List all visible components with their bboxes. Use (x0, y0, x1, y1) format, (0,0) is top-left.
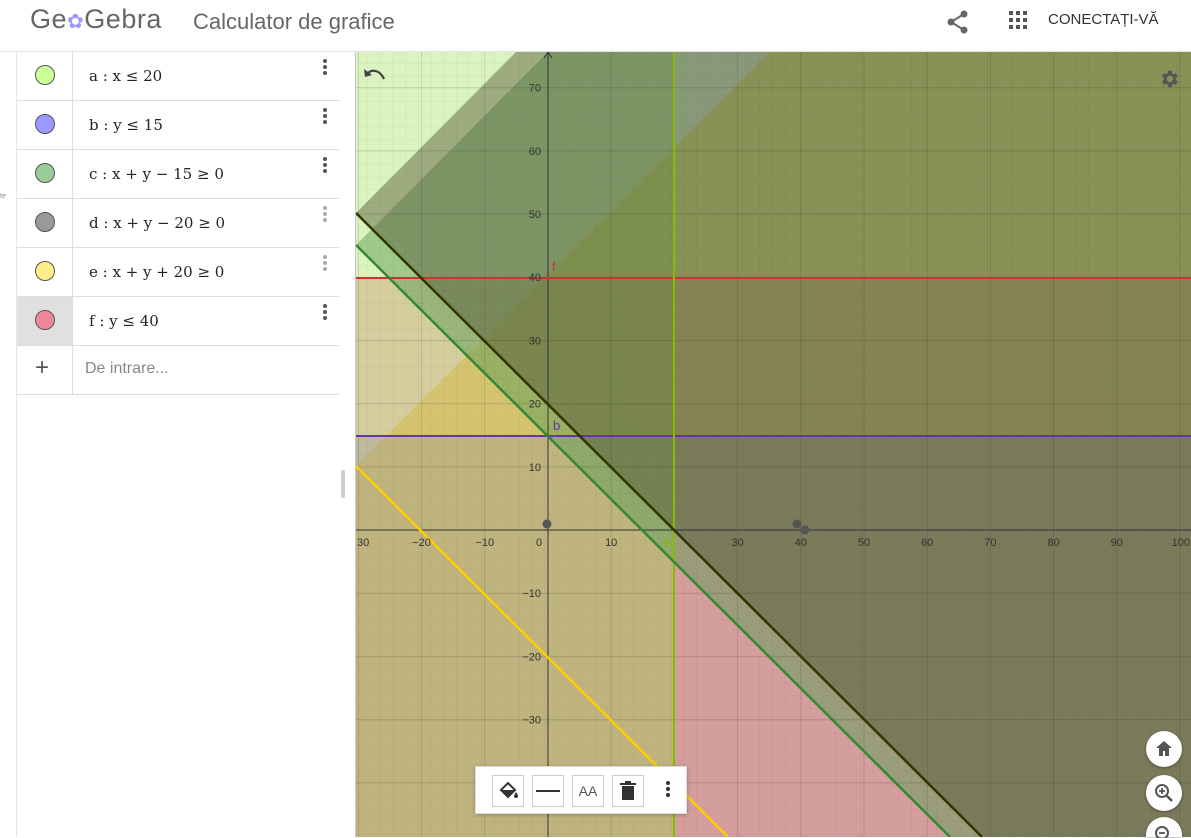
point[interactable] (800, 525, 810, 535)
x-tick-label: −20 (412, 537, 431, 549)
label-a: a (663, 534, 671, 549)
add-icon[interactable]: + (35, 354, 50, 381)
point[interactable] (792, 519, 802, 529)
app-header: Ge✿Gebra Calculator de grafice CONECTAȚI… (0, 0, 1191, 52)
trash-icon (620, 781, 636, 800)
app-title: Calculator de grafice (193, 9, 395, 34)
strip-text: te (0, 193, 6, 200)
y-tick-label: 70 (529, 83, 541, 95)
zoom-in-icon (1155, 784, 1173, 802)
y-tick-label: 50 (529, 209, 541, 221)
item-menu-icon[interactable] (315, 205, 335, 227)
algebra-input[interactable]: De intrare... (85, 360, 169, 377)
x-tick-label: 30 (731, 537, 743, 549)
x-tick-label: 30 (357, 537, 369, 549)
x-tick-label: 0 (536, 537, 542, 549)
apps-grid-icon[interactable] (1006, 8, 1030, 32)
algebra-item-b[interactable]: b : y ≤ 15 (17, 101, 339, 150)
style-toolbar: AA (475, 766, 687, 814)
home-icon (1156, 741, 1172, 756)
zoom-out-icon (1155, 826, 1169, 838)
visibility-toggle-c[interactable] (35, 163, 55, 183)
y-tick-label: 10 (529, 462, 541, 474)
algebra-expression[interactable]: a : x ≤ 20 (89, 67, 163, 85)
visibility-toggle-d[interactable] (35, 212, 55, 232)
point[interactable] (542, 519, 552, 529)
x-tick-label: −10 (475, 537, 494, 549)
label-b: b (553, 418, 560, 433)
y-tick-label: 40 (529, 272, 541, 284)
algebra-item-d[interactable]: d : x + y − 20 ≥ 0 (17, 199, 339, 248)
more-options-icon[interactable] (660, 780, 676, 802)
algebra-expression[interactable]: f : y ≤ 40 (89, 312, 159, 330)
share-icon[interactable] (944, 8, 972, 36)
algebra-expression[interactable]: b : y ≤ 15 (89, 116, 163, 134)
x-tick-label: 60 (921, 537, 933, 549)
label-f: f (552, 259, 556, 274)
home-button[interactable] (1146, 731, 1182, 767)
algebra-view: a : x ≤ 20 b : y ≤ 15 c : x + y − 15 ≥ 0… (17, 52, 339, 837)
y-tick-labels: 70 60 50 40 30 20 10 −10 −20 −30 (522, 83, 541, 727)
item-menu-icon[interactable] (315, 107, 335, 129)
x-tick-label: 50 (858, 537, 870, 549)
item-menu-icon[interactable] (315, 58, 335, 80)
x-tick-label: 80 (1047, 537, 1059, 549)
x-tick-label: 40 (795, 537, 807, 549)
algebra-input-row[interactable]: + De intrare... (17, 346, 339, 395)
geogebra-logo[interactable]: Ge✿Gebra (30, 4, 162, 34)
login-button[interactable]: CONECTAȚI-VĂ (1048, 11, 1159, 28)
item-menu-icon[interactable] (315, 156, 335, 178)
algebra-item-e[interactable]: e : x + y + 20 ≥ 0 (17, 248, 339, 297)
visibility-toggle-a[interactable] (35, 65, 55, 85)
logo-flower-icon: ✿ (67, 11, 85, 33)
algebra-item-a[interactable]: a : x ≤ 20 (17, 52, 339, 101)
left-strip: te (0, 52, 17, 837)
x-tick-label: 90 (1111, 537, 1123, 549)
graphics-view[interactable]: 30 −20 −10 0 10 30 40 50 60 70 80 90 100 70 60 50 40 30 2… (355, 52, 1191, 837)
algebra-expression[interactable]: d : x + y − 20 ≥ 0 (89, 214, 226, 232)
fill-color-button[interactable] (492, 775, 524, 807)
graph-canvas[interactable]: 30 −20 −10 0 10 30 40 50 60 70 80 90 100 70 60 50 40 30 2… (356, 52, 1191, 837)
x-tick-label: 10 (605, 537, 617, 549)
algebra-expression[interactable]: e : x + y + 20 ≥ 0 (89, 263, 225, 281)
x-tick-label: 100 (1172, 537, 1190, 549)
x-tick-labels: 30 −20 −10 0 10 30 40 50 60 70 80 90 100 (357, 537, 1190, 549)
item-menu-icon[interactable] (315, 303, 335, 325)
gear-icon[interactable] (1158, 68, 1180, 90)
text-style-button[interactable]: AA (572, 775, 604, 807)
paint-bucket-icon (499, 781, 518, 799)
y-tick-label: 30 (529, 335, 541, 347)
zoom-out-button[interactable] (1146, 817, 1182, 838)
y-tick-label: −10 (522, 588, 541, 600)
line-d (356, 212, 983, 837)
algebra-item-f[interactable]: f : y ≤ 40 (17, 297, 339, 346)
y-tick-label: −30 (522, 715, 541, 727)
panel-resize-handle[interactable] (341, 470, 345, 498)
visibility-toggle-f[interactable] (35, 310, 55, 330)
y-tick-label: 20 (529, 399, 541, 411)
algebra-item-c[interactable]: c : x + y − 15 ≥ 0 (17, 150, 339, 199)
line-style-button[interactable] (532, 775, 564, 807)
item-menu-icon[interactable] (315, 254, 335, 276)
y-tick-label: 60 (529, 146, 541, 158)
x-tick-label: 70 (984, 537, 996, 549)
visibility-toggle-b[interactable] (35, 114, 55, 134)
line-style-icon (536, 790, 560, 792)
line-c (356, 244, 951, 837)
undo-icon[interactable] (362, 66, 386, 86)
y-tick-label: −20 (522, 651, 541, 663)
algebra-expression[interactable]: c : x + y − 15 ≥ 0 (89, 165, 224, 183)
visibility-toggle-e[interactable] (35, 261, 55, 281)
zoom-in-button[interactable] (1146, 775, 1182, 811)
delete-button[interactable] (612, 775, 644, 807)
